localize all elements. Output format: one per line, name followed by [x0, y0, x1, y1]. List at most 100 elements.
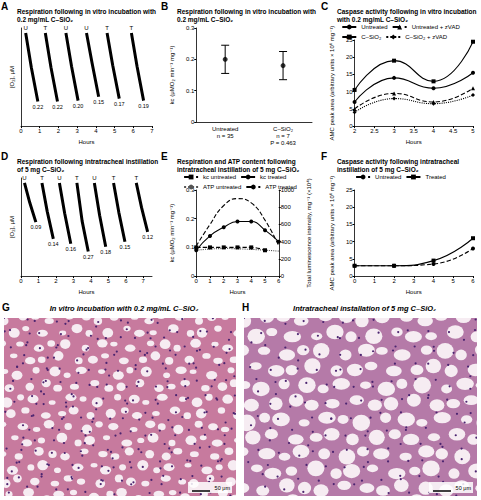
svg-text:intratracheal instillation of: intratracheal instillation of 5 mg C–SiO…: [177, 166, 300, 174]
svg-text:C–SiO₂: C–SiO₂: [273, 126, 294, 132]
svg-text:D: D: [1, 151, 8, 162]
svg-text:AMC peak area (arbitrary units: AMC peak area (arbitrary units × 10⁶ mg⁻…: [329, 176, 335, 291]
svg-text:0.14: 0.14: [48, 241, 59, 247]
svg-text:Hours: Hours: [406, 289, 422, 295]
svg-text:Respiration following in vitro: Respiration following in vitro incubatio…: [177, 8, 318, 16]
svg-text:Untreated + zVAD: Untreated + zVAD: [412, 24, 461, 30]
svg-text:0.1: 0.1: [186, 244, 195, 250]
svg-text:F: F: [321, 151, 327, 162]
svg-text:U: U: [84, 25, 88, 31]
svg-text:0.1: 0.1: [186, 88, 195, 94]
svg-text:T: T: [130, 25, 134, 31]
svg-text:Hours: Hours: [229, 289, 245, 295]
svg-text:Respiration and ATP content fo: Respiration and ATP content following: [177, 158, 298, 166]
svg-text:3: 3: [75, 128, 79, 134]
svg-text:0.22: 0.22: [52, 104, 63, 110]
svg-text:kc (μMO₂ min⁻¹ mg⁻¹): kc (μMO₂ min⁻¹ mg⁻¹): [169, 204, 175, 263]
svg-text:0.22: 0.22: [32, 104, 43, 110]
svg-text:Total luminescence intensity,: Total luminescence intensity, mg⁻¹ (×10⁴…: [306, 178, 312, 288]
svg-text:400: 400: [281, 239, 292, 245]
svg-text:7: 7: [150, 128, 154, 134]
svg-text:Respiration following intratra: Respiration following intratracheal inst…: [17, 158, 160, 166]
svg-text:10: 10: [346, 239, 353, 245]
svg-text:3: 3: [392, 128, 396, 134]
svg-text:A: A: [1, 1, 8, 12]
svg-text:0: 0: [19, 128, 23, 134]
svg-text:1: 1: [37, 278, 41, 284]
svg-text:0: 0: [353, 278, 357, 284]
svg-text:5: 5: [349, 256, 353, 262]
svg-text:Treated: Treated: [425, 174, 445, 180]
svg-text:B: B: [161, 1, 168, 12]
svg-text:0.12: 0.12: [142, 234, 153, 240]
svg-text:0.09: 0.09: [30, 224, 41, 230]
svg-text:T: T: [105, 25, 109, 31]
svg-text:800: 800: [281, 204, 292, 210]
svg-text:4: 4: [89, 278, 93, 284]
svg-text:C–SiO₂: C–SiO₂: [361, 34, 382, 40]
svg-text:0: 0: [195, 278, 199, 284]
svg-text:5: 5: [107, 278, 111, 284]
svg-text:3: 3: [236, 278, 240, 284]
svg-text:AMC peak area (arbitrary units: AMC peak area (arbitrary units × 10⁶ mg⁻…: [329, 26, 335, 141]
svg-text:2.5: 2.5: [370, 128, 379, 134]
svg-text:4: 4: [432, 128, 436, 134]
svg-text:2: 2: [392, 278, 396, 284]
svg-text:5: 5: [349, 106, 353, 112]
svg-text:0.2: 0.2: [186, 216, 195, 222]
svg-text:6: 6: [471, 278, 475, 284]
svg-text:[O₂], μM: [O₂], μM: [9, 216, 15, 238]
svg-text:Hours: Hours: [406, 139, 422, 145]
svg-text:2: 2: [353, 128, 357, 134]
svg-text:T: T: [112, 175, 116, 181]
svg-text:6: 6: [132, 128, 136, 134]
svg-text:T: T: [75, 175, 79, 181]
svg-text:4.5: 4.5: [449, 128, 458, 134]
svg-text:5: 5: [113, 128, 117, 134]
svg-text:3.5: 3.5: [410, 128, 419, 134]
svg-text:[O₂], μM: [O₂], μM: [9, 66, 15, 88]
svg-text:0: 0: [281, 273, 285, 279]
svg-text:50 μm: 50 μm: [215, 485, 231, 491]
svg-text:3: 3: [412, 278, 416, 284]
svg-text:20: 20: [346, 204, 353, 210]
svg-text:0.20: 0.20: [73, 103, 84, 109]
svg-text:2: 2: [222, 278, 226, 284]
svg-text:0.18: 0.18: [100, 249, 111, 255]
svg-text:T: T: [134, 175, 138, 181]
svg-text:E: E: [161, 151, 168, 162]
svg-text:U: U: [64, 25, 68, 31]
svg-text:5: 5: [471, 128, 475, 134]
svg-text:0: 0: [191, 119, 195, 125]
svg-text:6: 6: [277, 278, 281, 284]
svg-text:0.2: 0.2: [186, 56, 195, 62]
svg-text:T: T: [43, 25, 47, 31]
svg-text:kc treated: kc treated: [260, 174, 286, 180]
svg-text:P = 0.463: P = 0.463: [270, 140, 296, 146]
svg-text:15: 15: [346, 71, 353, 77]
svg-text:4: 4: [94, 128, 98, 134]
svg-text:U: U: [24, 25, 28, 31]
svg-text:200: 200: [281, 256, 292, 262]
svg-text:0.2 mg/mL C–SiO₂: 0.2 mg/mL C–SiO₂: [17, 16, 73, 24]
svg-text:7: 7: [142, 278, 146, 284]
svg-text:20: 20: [346, 54, 353, 60]
svg-text:Untreated: Untreated: [375, 174, 401, 180]
svg-text:Caspase activity following in: Caspase activity following in vitro incu…: [337, 8, 478, 16]
svg-text:Respiration following in vitro: Respiration following in vitro incubatio…: [17, 8, 158, 16]
svg-text:T: T: [40, 175, 44, 181]
svg-text:0: 0: [19, 278, 23, 284]
svg-text:15: 15: [346, 221, 353, 227]
svg-text:0.27: 0.27: [83, 254, 94, 260]
svg-text:C–SiO₂ + zVAD: C–SiO₂ + zVAD: [405, 34, 447, 40]
svg-text:600: 600: [281, 221, 292, 227]
svg-text:10: 10: [346, 89, 353, 95]
svg-text:n = 35: n = 35: [217, 133, 235, 139]
svg-text:n = 7: n = 7: [276, 133, 290, 139]
svg-text:Caspase activity following int: Caspase activity following intratracheal: [337, 158, 461, 166]
svg-text:instillation of 5 mg C–SiO₂: instillation of 5 mg C–SiO₂: [337, 166, 419, 174]
svg-text:Hours: Hours: [78, 139, 94, 145]
svg-text:25: 25: [346, 187, 353, 193]
svg-text:Untreated: Untreated: [212, 126, 238, 132]
svg-text:1: 1: [208, 278, 212, 284]
